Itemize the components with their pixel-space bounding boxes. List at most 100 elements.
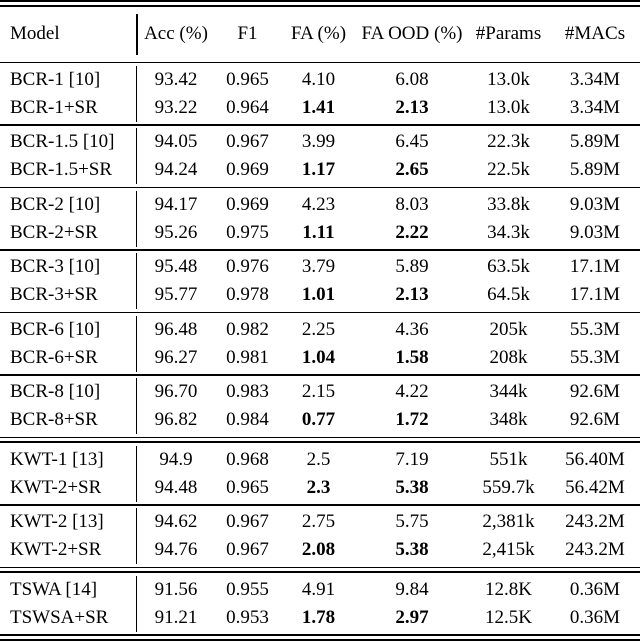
cell-macs: 5.89M bbox=[569, 131, 621, 152]
cell-acc: 94.76 bbox=[154, 539, 198, 560]
table-header: Model Acc (%) F1 FA (%) FA OOD (%) #Para… bbox=[0, 7, 640, 62]
column-header-macs: #MACs bbox=[564, 22, 626, 44]
cell-macs: 243.2M bbox=[565, 511, 625, 532]
cell-fa: 4.91 bbox=[301, 578, 336, 600]
cell-macs: 0.36M bbox=[569, 606, 621, 628]
cell-fa-ood: 1.58 bbox=[395, 346, 429, 368]
cell-model: BCR-6+SR bbox=[0, 343, 137, 372]
cell-acc: 96.82 bbox=[154, 409, 198, 430]
cell-fa: 1.04 bbox=[301, 346, 336, 368]
cell-acc: 91.56 bbox=[154, 578, 198, 600]
cell-fa-ood: 4.22 bbox=[395, 381, 429, 402]
rule-line bbox=[0, 566, 640, 568]
group-separator bbox=[0, 311, 640, 313]
header-rule bbox=[0, 61, 640, 63]
cell-macs: 9.03M bbox=[569, 193, 621, 215]
cell-f1: 0.981 bbox=[226, 346, 269, 368]
cell-fa: 2.25 bbox=[301, 318, 336, 340]
column-header-params: #Params bbox=[475, 22, 542, 44]
cell-params: 33.8k bbox=[487, 193, 530, 215]
cell-model: BCR-1.5+SR bbox=[0, 156, 137, 184]
cell-params: 12.5K bbox=[485, 606, 532, 628]
cell-macs: 9.03M bbox=[569, 221, 621, 243]
cell-f1: 0.967 bbox=[226, 511, 269, 532]
cell-macs: 0.36M bbox=[569, 578, 621, 600]
rule-line bbox=[0, 639, 640, 641]
cell-params: 34.3k bbox=[487, 221, 530, 243]
cell-macs: 56.40M bbox=[565, 448, 625, 470]
cell-acc: 91.21 bbox=[154, 606, 198, 628]
column-header-f1: F1 bbox=[237, 22, 258, 44]
top-rule bbox=[0, 0, 640, 7]
cell-fa-ood: 8.03 bbox=[395, 193, 429, 215]
cell-f1: 0.969 bbox=[226, 159, 269, 180]
rule-line bbox=[0, 4, 640, 7]
cell-acc: 94.48 bbox=[154, 476, 198, 498]
cell-fa-ood: 7.19 bbox=[395, 448, 429, 470]
cell-acc: 94.17 bbox=[154, 193, 198, 215]
cell-f1: 0.978 bbox=[226, 284, 269, 305]
cell-params: 63.5k bbox=[487, 256, 530, 277]
cell-model: TSWA [14] bbox=[0, 575, 137, 604]
cell-params: 559.7k bbox=[482, 476, 535, 498]
cell-acc: 94.9 bbox=[159, 448, 193, 470]
cell-acc: 95.48 bbox=[154, 256, 198, 277]
cell-f1: 0.967 bbox=[226, 131, 269, 152]
cell-macs: 92.6M bbox=[569, 409, 621, 430]
cell-params: 551k bbox=[489, 448, 528, 470]
column-divider bbox=[136, 13, 138, 55]
cell-fa: 4.23 bbox=[301, 193, 336, 215]
cell-params: 344k bbox=[489, 381, 528, 402]
model-group-bcr-3: BCR-3 [10] 95.48 0.976 3.79 5.89 63.5k 1… bbox=[0, 251, 640, 312]
cell-fa: 1.17 bbox=[301, 159, 336, 180]
column-header-model: Model bbox=[10, 22, 60, 44]
cell-fa: 0.77 bbox=[301, 409, 336, 430]
cell-model: BCR-1+SR bbox=[0, 93, 137, 122]
cell-fa: 2.15 bbox=[301, 381, 336, 402]
cell-model: BCR-2+SR bbox=[0, 218, 137, 247]
cell-params: 2,381k bbox=[482, 511, 535, 532]
cell-fa-ood: 5.75 bbox=[395, 511, 429, 532]
cell-params: 348k bbox=[489, 409, 528, 430]
cell-params: 205k bbox=[489, 318, 528, 340]
cell-acc: 96.48 bbox=[154, 318, 198, 340]
cell-acc: 95.77 bbox=[154, 284, 198, 305]
cell-macs: 55.3M bbox=[569, 346, 621, 368]
cell-fa-ood: 6.45 bbox=[395, 131, 429, 152]
cell-params: 12.8K bbox=[485, 578, 532, 600]
cell-fa-ood: 5.38 bbox=[395, 539, 429, 560]
cell-macs: 243.2M bbox=[565, 539, 625, 560]
cell-fa: 2.08 bbox=[301, 539, 336, 560]
cell-params: 2,415k bbox=[482, 539, 535, 560]
column-header-acc: Acc (%) bbox=[144, 22, 208, 44]
rule-line bbox=[0, 0, 640, 2]
cell-f1: 0.967 bbox=[226, 539, 269, 560]
cell-f1: 0.953 bbox=[226, 606, 269, 628]
cell-f1: 0.983 bbox=[226, 381, 269, 402]
cell-fa-ood: 1.72 bbox=[395, 409, 429, 430]
cell-f1: 0.968 bbox=[226, 448, 269, 470]
group-separator bbox=[0, 504, 640, 506]
model-group-kwt-2: KWT-2 [13] 94.62 0.967 2.75 5.75 2,381k … bbox=[0, 506, 640, 567]
cell-f1: 0.964 bbox=[226, 96, 269, 118]
model-group-tswa: TSWA [14] 91.56 0.955 4.91 9.84 12.8K 0.… bbox=[0, 573, 640, 634]
cell-fa: 1.01 bbox=[301, 284, 336, 305]
cell-f1: 0.984 bbox=[226, 409, 269, 430]
cell-f1: 0.976 bbox=[226, 256, 269, 277]
model-group-bcr-1: BCR-1 [10] 93.42 0.965 4.10 6.08 13.0k 3… bbox=[0, 63, 640, 124]
cell-model: KWT-2+SR bbox=[0, 473, 137, 502]
group-separator bbox=[0, 374, 640, 376]
cell-model: BCR-6 [10] bbox=[0, 315, 137, 344]
cell-fa-ood: 2.13 bbox=[395, 96, 429, 118]
cell-acc: 94.24 bbox=[154, 159, 198, 180]
cell-fa: 1.78 bbox=[301, 606, 336, 628]
cell-acc: 93.42 bbox=[154, 68, 198, 90]
cell-fa-ood: 9.84 bbox=[395, 578, 429, 600]
cell-fa-ood: 2.22 bbox=[395, 221, 429, 243]
model-group-kwt-1: KWT-1 [13] 94.9 0.968 2.5 7.19 551k 56.4… bbox=[0, 443, 640, 504]
model-group-bcr-2: BCR-2 [10] 94.17 0.969 4.23 8.03 33.8k 9… bbox=[0, 188, 640, 249]
cell-f1: 0.965 bbox=[226, 476, 269, 498]
rule-line bbox=[0, 634, 640, 636]
cell-fa: 1.41 bbox=[301, 96, 336, 118]
